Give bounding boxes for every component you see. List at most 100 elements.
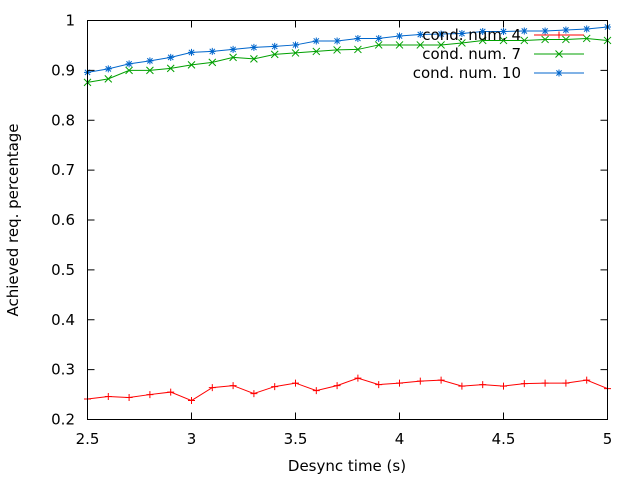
- data-point: [166, 64, 175, 73]
- legend-label: cond. num. 10: [413, 64, 521, 82]
- data-point: [500, 382, 507, 390]
- data-point: [271, 383, 279, 391]
- data-point: [146, 57, 154, 65]
- data-point: [416, 41, 425, 49]
- data-point: [104, 75, 113, 83]
- x-tick-label: 2.5: [76, 430, 100, 448]
- series-1: [84, 374, 611, 405]
- legend-label: cond. num. 7: [422, 45, 521, 63]
- data-point: [458, 29, 466, 37]
- data-point: [375, 34, 383, 42]
- y-tick-label: 0.9: [51, 61, 75, 79]
- data-point: [416, 30, 424, 38]
- data-point: [229, 382, 237, 390]
- data-point: [520, 36, 529, 45]
- legend-marker: [555, 69, 563, 77]
- axis-ticks: 2.5 3 3.5 4 4.5 5 0.2 0.3 0.4 0.5 0.6 0.7 0.8 0.9 1: [51, 12, 612, 449]
- x-tick-label: 4: [395, 430, 405, 448]
- plot-frame: [87, 20, 608, 420]
- data-point: [250, 43, 258, 51]
- y-tick-label: 0.6: [51, 211, 75, 229]
- data-point: [375, 381, 383, 389]
- y-tick-label: 0.2: [51, 411, 75, 429]
- data-point: [479, 381, 487, 389]
- series-line: [87, 377, 608, 402]
- data-point: [395, 41, 404, 49]
- data-point: [125, 394, 133, 402]
- y-axis-label: Achieved req. percentage: [4, 123, 22, 316]
- data-point: [354, 45, 362, 54]
- data-point: [208, 47, 216, 55]
- series-2: [83, 34, 612, 87]
- data-point: [354, 374, 362, 382]
- data-point: [499, 36, 508, 45]
- y-tick-label: 1: [65, 12, 75, 30]
- data-point: [146, 66, 154, 75]
- data-point: [333, 37, 341, 45]
- data-point: [520, 380, 528, 388]
- y-tick-label: 0.3: [51, 361, 75, 379]
- data-point: [188, 397, 195, 405]
- x-tick-label: 4.5: [492, 430, 516, 448]
- data-point: [396, 379, 403, 387]
- data-point: [208, 384, 216, 392]
- data-point: [458, 382, 466, 390]
- data-point: [333, 46, 341, 54]
- data-point: [562, 379, 570, 387]
- data-point: [458, 39, 466, 47]
- data-point: [437, 30, 445, 38]
- x-tick-label: 3.5: [284, 430, 308, 448]
- data-point: [167, 53, 175, 61]
- data-point: [271, 42, 279, 50]
- y-tick-label: 0.4: [51, 311, 75, 329]
- data-point: [187, 61, 196, 69]
- data-point: [104, 65, 112, 73]
- data-point: [146, 391, 154, 399]
- data-point: [416, 377, 424, 385]
- data-point: [292, 379, 299, 387]
- data-point: [312, 37, 320, 45]
- data-point: [104, 393, 112, 401]
- data-point: [188, 48, 195, 56]
- data-point: [125, 60, 133, 68]
- x-axis-label: Desync time (s): [288, 457, 406, 475]
- legend-label: cond. num. 4: [422, 26, 521, 44]
- data-point: [291, 49, 300, 57]
- data-point: [437, 41, 445, 49]
- data-point: [250, 390, 258, 398]
- y-tick-label: 0.5: [51, 261, 75, 279]
- series-line: [87, 37, 608, 83]
- data-point: [541, 379, 549, 387]
- legend-marker: [555, 50, 563, 58]
- data-point: [312, 387, 320, 395]
- data-point: [229, 45, 237, 53]
- data-point: [520, 27, 528, 35]
- y-tick-label: 0.7: [51, 161, 75, 179]
- x-tick-label: 5: [603, 430, 613, 448]
- data-point: [208, 58, 217, 67]
- legend-marker: [555, 31, 563, 39]
- data-point: [583, 376, 591, 384]
- data-point: [562, 35, 570, 44]
- data-point: [354, 34, 362, 42]
- data-point: [541, 27, 549, 35]
- data-point: [292, 41, 299, 49]
- data-point: [396, 32, 403, 40]
- data-point: [229, 53, 237, 62]
- data-point: [582, 34, 591, 43]
- y-tick-label: 0.8: [51, 111, 75, 129]
- data-point: [250, 55, 258, 63]
- data-point: [478, 36, 487, 45]
- data-point: [562, 26, 570, 34]
- data-point: [437, 376, 445, 384]
- x-tick-label: 3: [187, 430, 197, 448]
- data-point: [125, 66, 133, 75]
- plot-marks: [83, 23, 612, 405]
- data-point: [270, 50, 279, 59]
- data-point: [583, 25, 591, 33]
- data-point: [333, 382, 341, 390]
- data-point: [374, 41, 383, 49]
- data-point: [167, 388, 175, 396]
